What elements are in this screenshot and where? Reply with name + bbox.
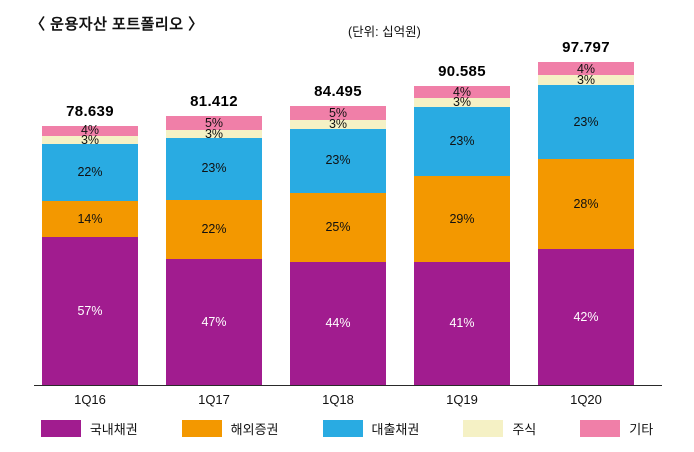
bar-segment-others: 4% (414, 86, 510, 98)
x-tick-1q16: 1Q16 (74, 392, 106, 407)
legend-item-others: 기타 (580, 419, 653, 438)
plot-area: 78.639 57% 14% 22% 3% 4% 81.412 47% 22% 23% 3% 5% 84… (34, 24, 662, 386)
bar-segment-loan-receivables: 23% (538, 84, 634, 160)
x-tick-1q19: 1Q19 (446, 392, 478, 407)
legend-label: 대출채권 (371, 422, 420, 437)
bar-segment-domestic-bonds: 42% (538, 249, 634, 385)
bar-segment-loan-receivables: 23% (290, 128, 386, 193)
bar-total-label: 90.585 (438, 63, 486, 81)
bar-total-label: 78.639 (66, 102, 114, 120)
bar-segment-overseas-securities: 29% (414, 175, 510, 263)
x-tick-1q20: 1Q20 (570, 392, 602, 407)
bar-segment-domestic-bonds: 44% (290, 262, 386, 385)
legend-swatch-domestic-bonds (40, 420, 81, 437)
bar-segment-overseas-securities: 14% (42, 200, 138, 238)
bar-segment-stocks: 3% (290, 118, 386, 131)
bar-segment-stocks: 3% (414, 96, 510, 109)
bar-segment-others: 5% (166, 116, 262, 130)
bar-segment-others: 4% (538, 62, 634, 76)
stacked-bar: 41% 29% 23% 3% 4% (414, 86, 510, 385)
bar-segment-overseas-securities: 28% (538, 159, 634, 250)
bar-segment-stocks: 3% (538, 74, 634, 86)
x-tick-1q17: 1Q17 (198, 392, 230, 407)
legend-item-overseas-securities: 해외증권 (181, 419, 279, 438)
legend-item-domestic-bonds: 국내채권 (40, 419, 138, 438)
stacked-bar: 57% 14% 22% 3% 4% (42, 124, 138, 385)
legend-swatch-loan-receivables (322, 420, 363, 437)
x-tick-1q18: 1Q18 (322, 392, 354, 407)
stacked-bar: 47% 22% 23% 3% 5% (166, 116, 262, 385)
legend-label: 기타 (629, 422, 654, 437)
legend-label: 해외증권 (230, 422, 279, 437)
legend-swatch-overseas-securities (181, 420, 222, 437)
bar-segment-overseas-securities: 22% (166, 199, 262, 259)
bar-segment-domestic-bonds: 41% (414, 262, 510, 385)
bar-total-label: 84.495 (314, 83, 362, 101)
bar-segment-others: 5% (290, 106, 386, 121)
bar-segment-overseas-securities: 25% (290, 192, 386, 263)
stacked-bar: 42% 28% 23% 3% 4% (538, 62, 634, 385)
bar-segment-stocks: 3% (42, 133, 138, 146)
bar-total-label: 97.797 (562, 39, 610, 57)
legend-swatch-stocks (463, 420, 504, 437)
unit-label: (단위: 십억원) (348, 25, 421, 39)
legend-label: 국내채권 (89, 422, 138, 437)
bar-total-label: 81.412 (190, 93, 238, 111)
bar-segment-loan-receivables: 23% (414, 107, 510, 176)
stacked-bar: 44% 25% 23% 3% 5% (290, 106, 386, 385)
chart-title: 〈 운용자산 포트폴리오 〉 (30, 16, 204, 33)
legend-item-loan-receivables: 대출채권 (322, 419, 420, 438)
bar-segment-stocks: 3% (166, 127, 262, 140)
bar-segment-domestic-bonds: 57% (42, 237, 138, 385)
bar-segment-domestic-bonds: 47% (166, 258, 262, 385)
bar-segment-others: 4% (42, 124, 138, 137)
legend-label: 주식 (512, 422, 537, 437)
legend-item-stocks: 주식 (463, 419, 536, 438)
legend-swatch-others (580, 420, 621, 437)
bar-segment-loan-receivables: 23% (166, 137, 262, 200)
legend: 국내채권 해외증권 대출채권 주식 기타 (0, 419, 694, 438)
bar-segment-loan-receivables: 22% (42, 143, 138, 201)
